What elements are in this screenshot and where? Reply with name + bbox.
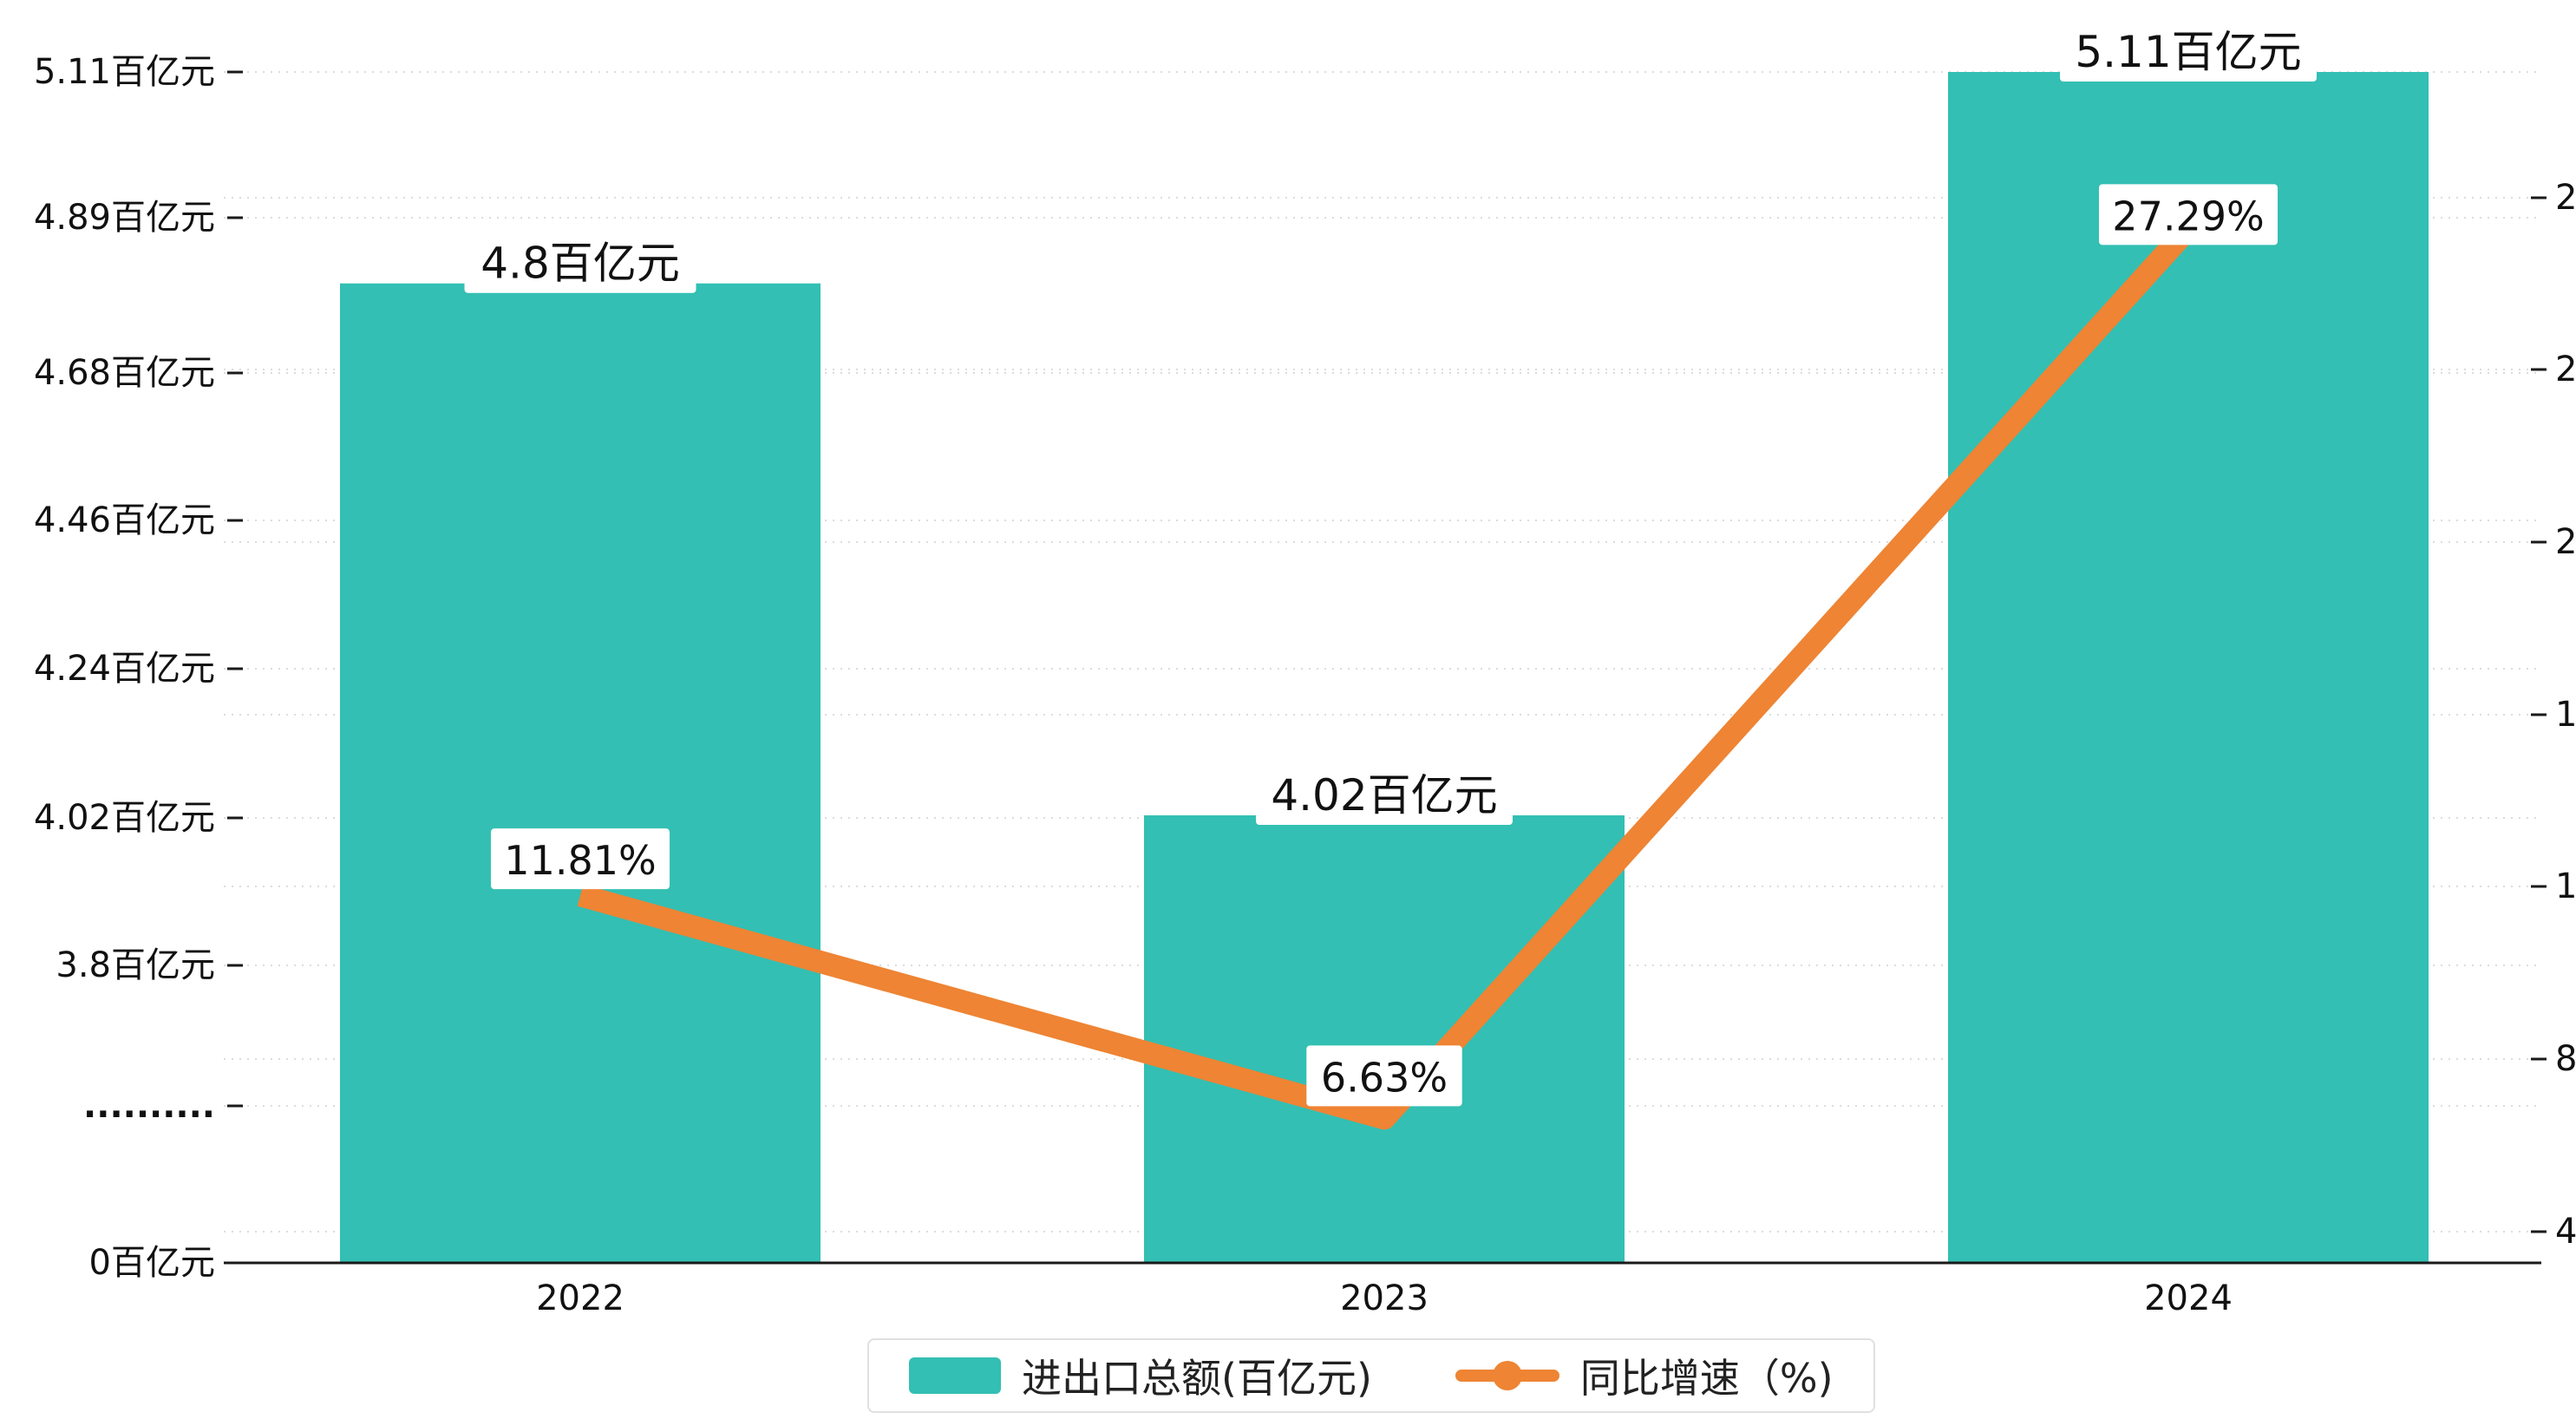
bar-series-label: 进出口总额(百亿元) <box>1022 1355 1372 1402</box>
left-axis-tick-label: 4.02百亿元 <box>34 798 215 838</box>
bar-2022[interactable] <box>340 283 821 1263</box>
right-axis-tick-label: 28 <box>2555 178 2576 218</box>
line-marker-dot-icon <box>1492 1361 1522 1390</box>
bar-value-label-box <box>464 230 696 293</box>
bar-2024[interactable] <box>1948 71 2429 1264</box>
line-value-label: 6.63% <box>1321 1054 1448 1101</box>
left-axis-tick-label: 3.8百亿元 <box>56 945 215 985</box>
left-axis-tick-label: 4.68百亿元 <box>34 353 215 393</box>
line-series-swatch-icon <box>1455 1361 1559 1390</box>
line-value-label-box <box>490 828 670 890</box>
line-value-label-box <box>1306 1045 1462 1107</box>
bar-value-label-box <box>2060 18 2317 82</box>
right-axis-tick-label: 4 <box>2555 1212 2576 1252</box>
right-axis-tick-label: 8 <box>2555 1039 2576 1079</box>
x-axis-label-2024: 2024 <box>2144 1278 2233 1318</box>
left-axis-tick-label: 0百亿元 <box>89 1243 215 1283</box>
bar-value-label-box <box>1256 762 1513 826</box>
legend-item-line-series[interactable]: 同比增速（%) <box>1455 1347 1834 1404</box>
bar-value-label: 5.11百亿元 <box>2075 27 2301 77</box>
legend: 进出口总额(百亿元) 同比增速（%) <box>867 1338 1875 1413</box>
x-axis-label-2023: 2023 <box>1340 1278 1429 1318</box>
right-axis-tick-label: 12 <box>2555 866 2576 906</box>
bar-value-label: 4.02百亿元 <box>1271 770 1497 821</box>
right-axis-tick-label: 24 <box>2555 350 2576 389</box>
legend-item-bar-series[interactable]: 进出口总额(百亿元) <box>909 1347 1372 1404</box>
x-axis-label-2022: 2022 <box>536 1278 624 1318</box>
bar-value-label: 4.8百亿元 <box>481 239 680 289</box>
right-axis-tick-label: 20 <box>2555 522 2576 562</box>
right-axis-tick-label: 16 <box>2555 695 2576 735</box>
bar-2023[interactable] <box>1144 815 1625 1263</box>
line-value-label-box <box>2098 184 2279 245</box>
line-value-label: 27.29% <box>2112 193 2264 239</box>
bar-series-swatch-icon <box>909 1357 1001 1394</box>
left-axis-tick-label: 4.89百亿元 <box>34 198 215 238</box>
left-axis-tick-label: 5.11百亿元 <box>34 52 215 92</box>
left-axis-break-label: .......... <box>83 1086 215 1126</box>
growth-rate-line[interactable] <box>577 220 2197 1130</box>
line-value-label: 11.81% <box>504 837 656 884</box>
left-axis-tick-label: 4.46百亿元 <box>34 500 215 540</box>
line-series-label: 同比增速（%) <box>1579 1355 1834 1402</box>
left-axis-tick-label: 4.24百亿元 <box>34 649 215 689</box>
